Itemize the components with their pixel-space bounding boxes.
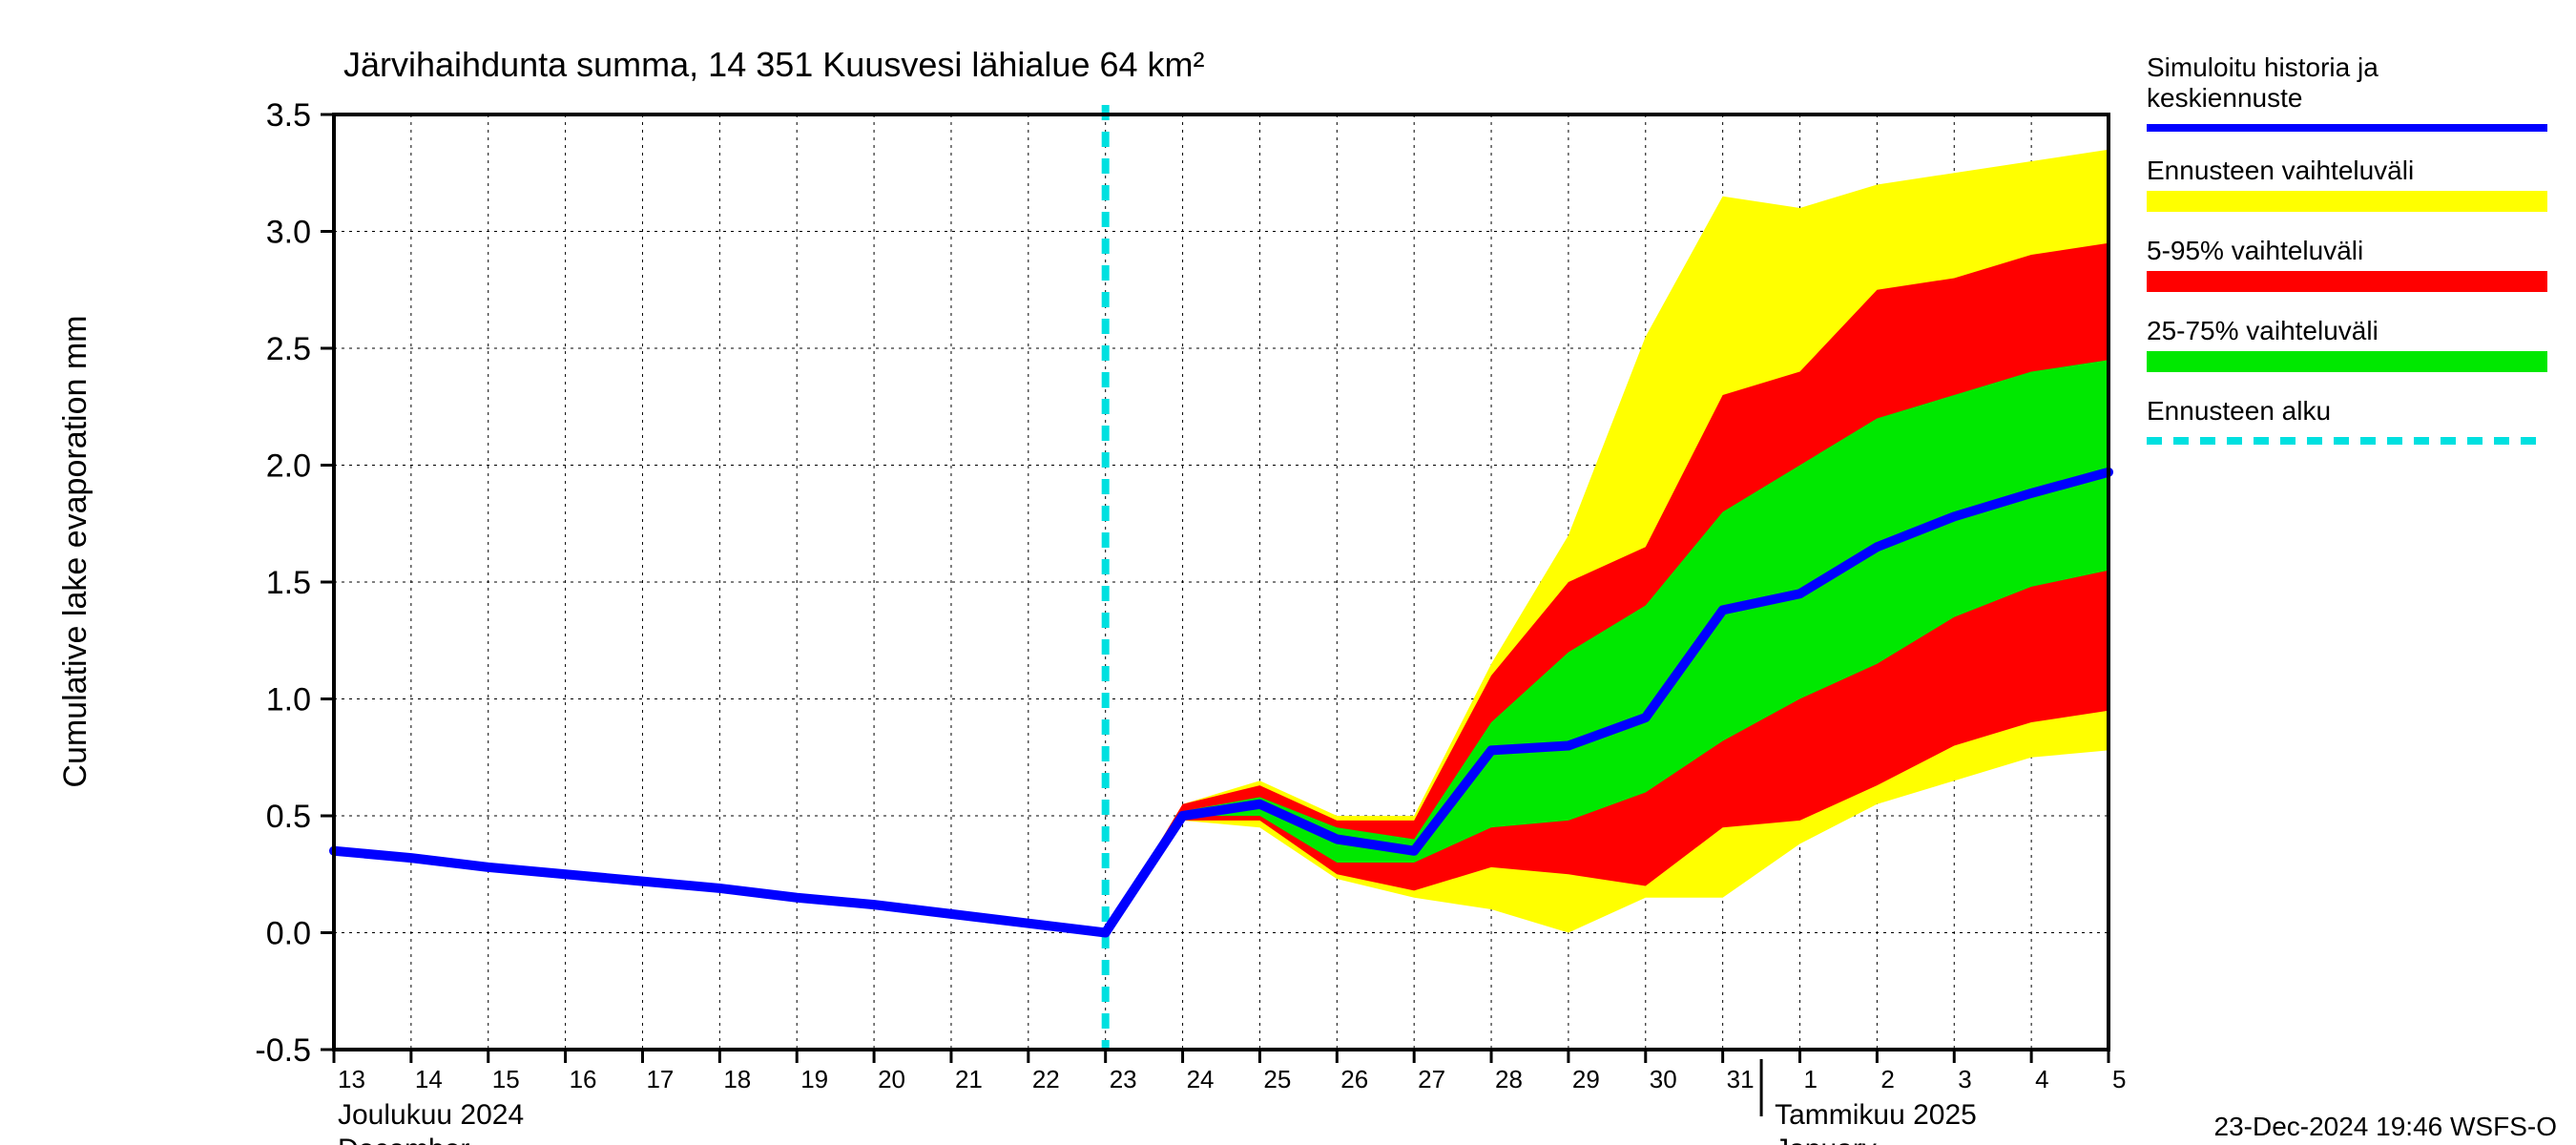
xtick-label: 3: [1958, 1065, 1971, 1093]
y-axis-label: Cumulative lake evaporation mm: [57, 315, 93, 787]
legend-label: 5-95% vaihteluväli: [2147, 236, 2363, 265]
xtick-label: 20: [878, 1065, 905, 1093]
ytick-label: 3.5: [266, 97, 311, 134]
ytick-label: 2.0: [266, 448, 311, 485]
month-right-2: January: [1775, 1134, 1877, 1145]
month-right-1: Tammikuu 2025: [1775, 1099, 1977, 1131]
xtick-label: 18: [723, 1065, 751, 1093]
footer-timestamp: 23-Dec-2024 19:46 WSFS-O: [2214, 1112, 2558, 1141]
ytick-label: 1.0: [266, 682, 311, 718]
month-left-1: Joulukuu 2024: [338, 1099, 524, 1131]
xtick-label: 1: [1804, 1065, 1818, 1093]
chart-svg: -0.50.00.51.01.52.02.53.03.5131415161718…: [0, 0, 2576, 1145]
xtick-label: 27: [1418, 1065, 1445, 1093]
xtick-label: 29: [1572, 1065, 1600, 1093]
xtick-label: 15: [492, 1065, 520, 1093]
legend-label: Ennusteen vaihteluväli: [2147, 156, 2414, 185]
legend-swatch: [2147, 271, 2547, 292]
legend-label: Ennusteen alku: [2147, 396, 2331, 426]
ytick-label: 2.5: [266, 331, 311, 367]
legend-label: Simuloitu historia ja: [2147, 52, 2379, 82]
xtick-label: 16: [570, 1065, 597, 1093]
legend-swatch: [2147, 351, 2547, 372]
xtick-label: 2: [1880, 1065, 1894, 1093]
xtick-label: 19: [800, 1065, 828, 1093]
xtick-label: 28: [1495, 1065, 1523, 1093]
ytick-label: 0.0: [266, 916, 311, 952]
legend-swatch: [2147, 191, 2547, 212]
legend-label: 25-75% vaihteluväli: [2147, 316, 2379, 345]
xtick-label: 22: [1032, 1065, 1060, 1093]
xtick-label: 13: [338, 1065, 365, 1093]
month-left-2: December: [338, 1134, 469, 1145]
xtick-label: 30: [1650, 1065, 1677, 1093]
xtick-label: 21: [955, 1065, 983, 1093]
xtick-label: 17: [646, 1065, 674, 1093]
ytick-label: 3.0: [266, 215, 311, 251]
ytick-label: 0.5: [266, 799, 311, 835]
xtick-label: 5: [2112, 1065, 2126, 1093]
chart-title: Järvihaihdunta summa, 14 351 Kuusvesi lä…: [343, 45, 1205, 84]
xtick-label: 31: [1727, 1065, 1755, 1093]
xtick-label: 14: [415, 1065, 443, 1093]
xtick-label: 4: [2035, 1065, 2048, 1093]
ytick-label: -0.5: [255, 1032, 311, 1069]
xtick-label: 25: [1263, 1065, 1291, 1093]
xtick-label: 26: [1340, 1065, 1368, 1093]
xtick-label: 24: [1187, 1065, 1215, 1093]
xtick-label: 23: [1110, 1065, 1137, 1093]
legend-label: keskiennuste: [2147, 83, 2302, 113]
ytick-label: 1.5: [266, 565, 311, 601]
chart-container: -0.50.00.51.01.52.02.53.03.5131415161718…: [0, 0, 2576, 1145]
